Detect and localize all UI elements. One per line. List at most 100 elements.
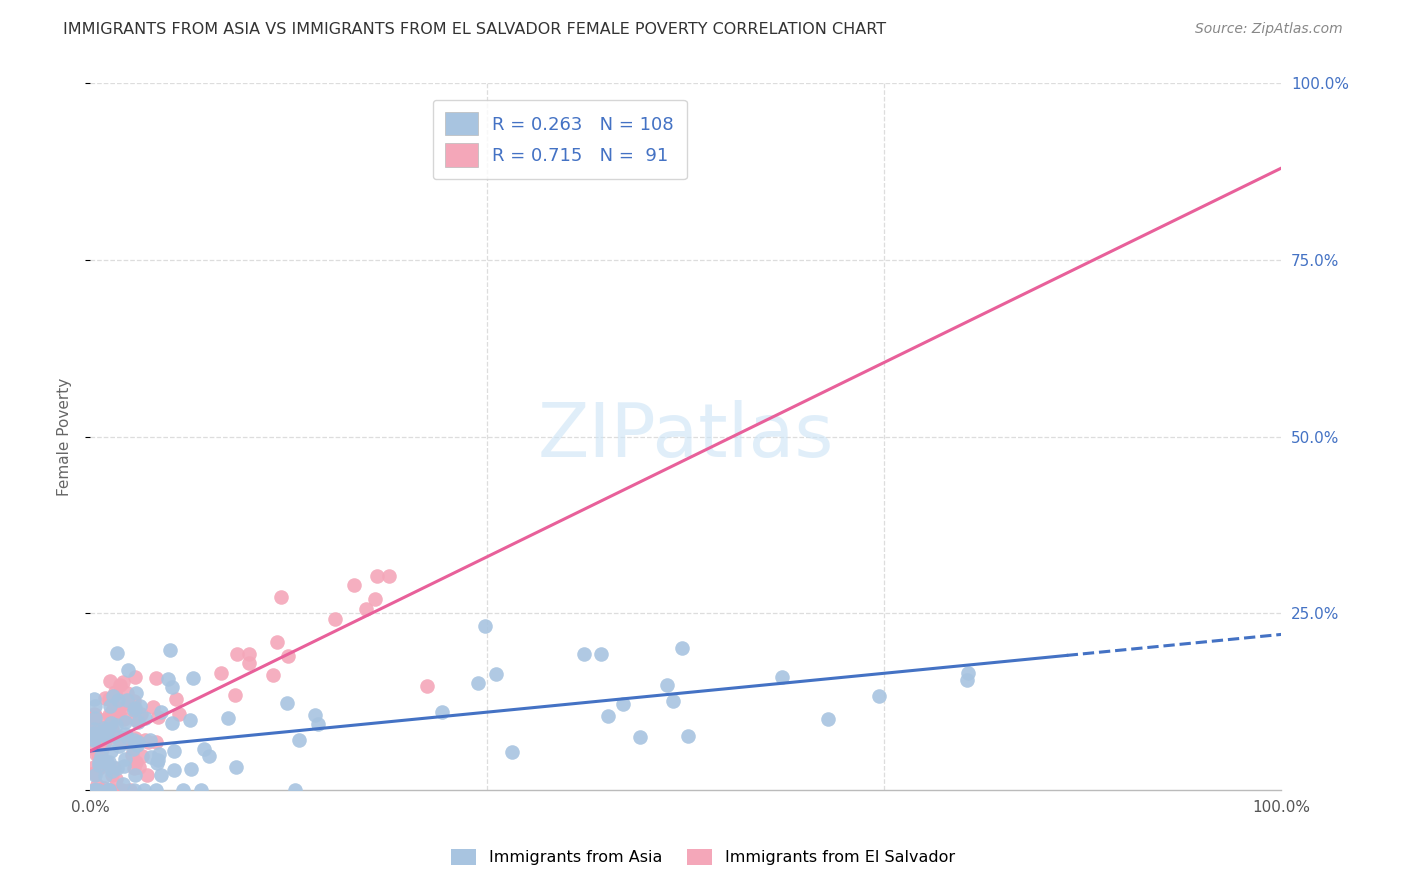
- Point: [90, 748, 112, 763]
- Point: [103, 684, 125, 698]
- Point: [112, 759, 135, 773]
- Point: [284, 782, 307, 797]
- Point: [179, 713, 201, 727]
- Point: [97, 782, 120, 797]
- Point: [87, 732, 110, 747]
- Legend: R = 0.263   N = 108, R = 0.715   N =  91: R = 0.263 N = 108, R = 0.715 N = 91: [433, 100, 686, 179]
- Point: [84, 708, 107, 723]
- Point: [356, 602, 378, 616]
- Point: [83, 725, 105, 739]
- Point: [105, 710, 128, 724]
- Point: [162, 764, 184, 778]
- Point: [364, 592, 387, 607]
- Point: [110, 732, 132, 747]
- Point: [129, 707, 152, 722]
- Point: [84, 782, 107, 797]
- Point: [262, 667, 284, 681]
- Point: [226, 647, 249, 661]
- Point: [100, 708, 122, 723]
- Point: [868, 689, 890, 703]
- Point: [193, 741, 215, 756]
- Point: [378, 569, 401, 583]
- Point: [676, 730, 699, 744]
- Point: [124, 700, 146, 714]
- Point: [83, 782, 105, 797]
- Point: [145, 782, 167, 797]
- Point: [149, 705, 172, 719]
- Point: [671, 640, 693, 655]
- Point: [89, 749, 111, 764]
- Point: [100, 716, 122, 731]
- Point: [96, 756, 118, 770]
- Point: [93, 722, 115, 736]
- Point: [146, 756, 169, 771]
- Point: [105, 772, 128, 787]
- Point: [87, 727, 110, 741]
- Point: [304, 708, 326, 723]
- Point: [104, 718, 127, 732]
- Point: [957, 666, 980, 681]
- Point: [124, 703, 146, 717]
- Point: [238, 657, 260, 671]
- Text: ZIPatlas: ZIPatlas: [537, 401, 834, 473]
- Point: [122, 694, 145, 708]
- Point: [169, 707, 191, 722]
- Point: [83, 725, 105, 739]
- Point: [122, 733, 145, 747]
- Point: [91, 714, 114, 728]
- Point: [159, 642, 181, 657]
- Point: [103, 690, 125, 704]
- Point: [114, 752, 136, 766]
- Point: [103, 761, 125, 775]
- Point: [134, 711, 156, 725]
- Point: [124, 731, 146, 746]
- Point: [93, 769, 115, 783]
- Point: [89, 721, 111, 735]
- Point: [136, 734, 159, 748]
- Point: [148, 753, 170, 767]
- Point: [83, 768, 105, 782]
- Point: [114, 727, 136, 741]
- Point: [98, 755, 121, 769]
- Point: [135, 767, 157, 781]
- Point: [91, 724, 114, 739]
- Point: [91, 721, 114, 735]
- Point: [108, 678, 131, 692]
- Point: [224, 688, 246, 702]
- Point: [276, 696, 298, 710]
- Point: [83, 727, 105, 741]
- Point: [84, 742, 107, 756]
- Point: [277, 649, 299, 664]
- Point: [105, 646, 128, 660]
- Point: [117, 696, 139, 710]
- Point: [416, 679, 439, 693]
- Point: [83, 760, 105, 774]
- Point: [122, 782, 145, 797]
- Point: [121, 742, 143, 756]
- Point: [323, 612, 346, 626]
- Point: [115, 686, 138, 700]
- Point: [128, 760, 150, 774]
- Point: [86, 782, 108, 797]
- Point: [112, 712, 135, 726]
- Point: [108, 701, 131, 715]
- Point: [209, 665, 232, 680]
- Text: IMMIGRANTS FROM ASIA VS IMMIGRANTS FROM EL SALVADOR FEMALE POVERTY CORRELATION C: IMMIGRANTS FROM ASIA VS IMMIGRANTS FROM …: [63, 22, 886, 37]
- Point: [96, 730, 118, 744]
- Point: [83, 732, 105, 747]
- Point: [307, 716, 329, 731]
- Point: [589, 648, 612, 662]
- Point: [148, 747, 170, 762]
- Point: [112, 777, 135, 791]
- Point: [157, 672, 180, 686]
- Text: Source: ZipAtlas.com: Source: ZipAtlas.com: [1195, 22, 1343, 37]
- Point: [87, 761, 110, 775]
- Point: [180, 762, 202, 776]
- Point: [97, 692, 120, 706]
- Point: [142, 699, 165, 714]
- Point: [87, 748, 110, 763]
- Point: [127, 715, 149, 730]
- Point: [105, 708, 128, 723]
- Point: [93, 736, 115, 750]
- Point: [145, 671, 167, 685]
